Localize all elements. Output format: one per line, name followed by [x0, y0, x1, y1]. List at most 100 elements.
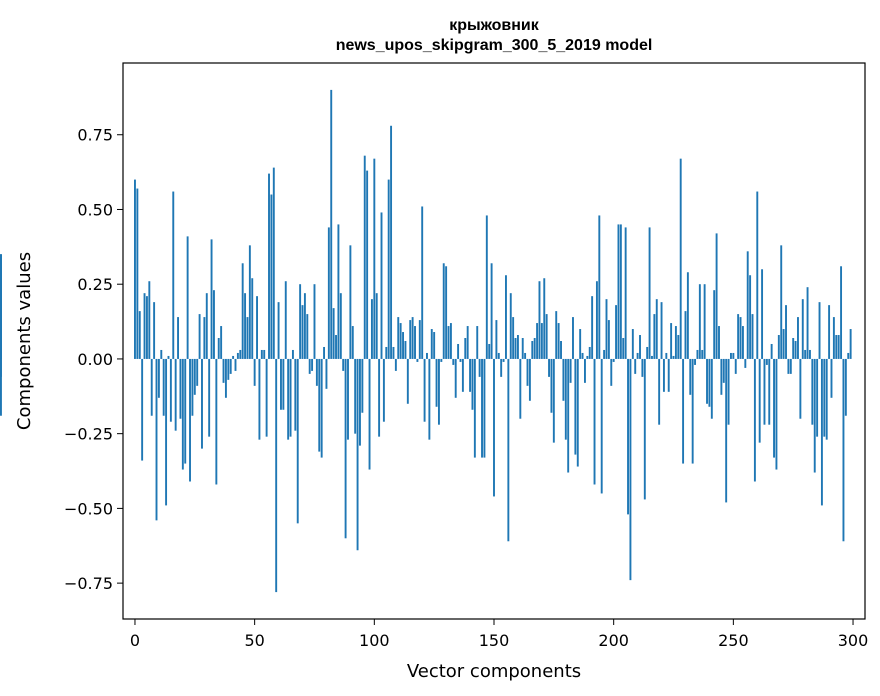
bar	[777, 335, 780, 359]
bar	[193, 358, 196, 395]
bar	[844, 358, 847, 416]
bar	[466, 326, 469, 359]
bar	[459, 358, 462, 362]
bar	[241, 263, 244, 359]
bar	[265, 358, 268, 437]
bar	[141, 358, 144, 461]
bar	[296, 358, 299, 524]
bar	[828, 305, 831, 359]
bar	[519, 358, 522, 419]
bar	[189, 358, 191, 482]
bar	[526, 358, 529, 386]
bar	[442, 263, 445, 359]
bar	[136, 188, 139, 359]
bar	[835, 335, 838, 359]
bar	[354, 358, 357, 434]
plot-frame	[122, 62, 866, 620]
bar	[397, 317, 400, 359]
bar	[162, 358, 165, 416]
bar	[323, 346, 326, 359]
bar	[622, 338, 625, 359]
bar	[392, 346, 395, 359]
bar	[349, 245, 352, 359]
bar	[368, 358, 371, 470]
bar-series	[0, 89, 852, 593]
bar	[222, 358, 225, 383]
bar	[148, 281, 151, 359]
bar	[758, 358, 761, 443]
bar	[239, 349, 242, 359]
bar	[260, 349, 263, 359]
bar	[234, 358, 237, 371]
bar	[710, 358, 713, 419]
bar	[727, 358, 730, 425]
bar	[837, 335, 840, 359]
bar	[816, 358, 819, 437]
bar	[246, 317, 249, 359]
bar	[232, 355, 235, 359]
bar	[493, 358, 495, 497]
bar	[524, 352, 527, 359]
bar	[749, 275, 752, 359]
bar	[521, 338, 524, 359]
bar	[184, 358, 187, 464]
bar	[765, 358, 768, 365]
bar	[794, 341, 797, 359]
bar	[445, 266, 448, 359]
bar	[682, 358, 685, 464]
bar	[840, 266, 843, 359]
bar	[603, 349, 606, 359]
bar	[143, 293, 146, 359]
bar	[619, 224, 622, 359]
bar	[643, 358, 646, 500]
bar	[516, 335, 519, 359]
bar	[251, 278, 254, 359]
bar	[667, 358, 670, 392]
bar	[478, 358, 481, 377]
bar	[385, 346, 388, 359]
bar	[631, 329, 634, 359]
bar	[684, 311, 687, 359]
bar	[277, 302, 280, 359]
bar	[155, 358, 158, 521]
x-tick-label: 100	[359, 631, 390, 650]
bar	[0, 338, 2, 359]
bar	[832, 317, 835, 359]
bar	[660, 302, 663, 359]
bar	[737, 314, 740, 359]
bar	[651, 355, 653, 359]
bar	[732, 352, 735, 359]
bar	[217, 338, 220, 359]
bar	[291, 349, 294, 359]
bar	[789, 358, 792, 374]
bar	[344, 358, 347, 539]
bar	[801, 299, 804, 359]
bar	[299, 284, 302, 359]
y-tick-label: −0.50	[64, 499, 113, 518]
bar	[500, 358, 503, 377]
bar	[356, 358, 359, 551]
bar	[548, 358, 550, 377]
bar	[605, 299, 608, 359]
x-tick-label: 250	[718, 631, 749, 650]
bar	[514, 338, 517, 359]
x-axis: 0 50 100 150 200 250 300	[130, 619, 868, 650]
bar	[785, 305, 787, 359]
y-tick-label: −0.25	[64, 425, 113, 444]
bar	[351, 326, 354, 359]
bar	[138, 311, 141, 359]
bar	[203, 317, 206, 359]
bar	[325, 358, 328, 389]
bar	[703, 284, 706, 359]
bar	[330, 89, 333, 359]
bar	[177, 317, 179, 359]
bar	[540, 323, 543, 359]
bar	[842, 358, 845, 542]
bar	[213, 290, 215, 359]
y-axis: −0.75 −0.50 −0.25 0.00 0.25 0.50 0.75	[64, 126, 123, 593]
bar	[196, 358, 199, 386]
bar	[473, 358, 476, 458]
bar	[634, 358, 637, 374]
bar	[564, 358, 567, 440]
